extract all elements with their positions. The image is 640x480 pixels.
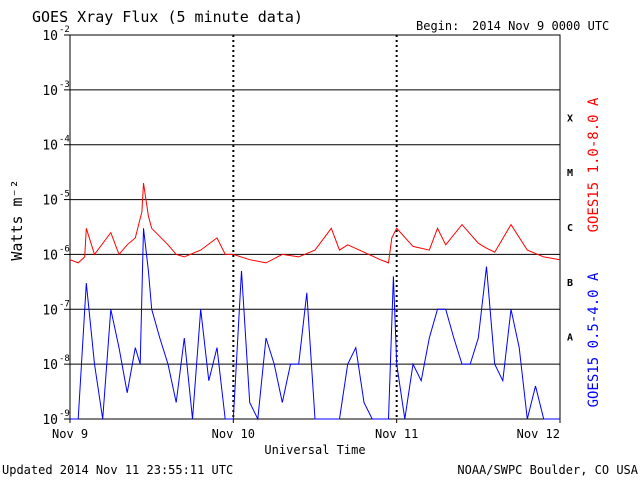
flare-class-labels: A B C M X — [567, 113, 573, 343]
y-tick-label: 10 — [42, 139, 58, 154]
flare-class-label: B — [567, 278, 573, 289]
x-tick-label: Nov 12 — [517, 427, 560, 441]
flare-class-label: C — [567, 223, 573, 234]
y-tick-exponent: -6 — [59, 244, 70, 254]
day-separators — [232, 35, 398, 419]
x-tick-label: Nov 9 — [52, 427, 88, 441]
horizontal-grid — [70, 89, 560, 365]
flare-class-label: A — [567, 333, 573, 344]
y-tick-exponent: -2 — [59, 25, 70, 35]
x-axis-label: Universal Time — [264, 443, 365, 457]
flare-class-label: X — [567, 113, 573, 124]
y-tick-exponent: -8 — [59, 354, 70, 364]
legend-long-channel: GOES15 1.0-8.0 A — [586, 97, 602, 232]
flare-class-label: M — [567, 168, 573, 179]
begin-label: Begin: — [416, 19, 459, 33]
x-axis-ticks: Nov 9 Nov 10 Nov 11 Nov 12 — [52, 419, 561, 441]
y-tick-exponent: -5 — [59, 190, 70, 200]
y-tick-exponent: -9 — [59, 409, 70, 419]
y-axis-ticks: 10-910-810-710-610-510-410-310-2 — [42, 25, 70, 428]
y-tick-label: 10 — [42, 248, 58, 263]
x-tick-label: Nov 10 — [212, 427, 255, 441]
updated-timestamp: Updated 2014 Nov 11 23:55:11 UTC — [2, 463, 233, 477]
y-axis-label: Watts m⁻² — [8, 179, 26, 260]
y-tick-label: 10 — [42, 194, 58, 209]
y-tick-label: 10 — [42, 413, 58, 428]
y-tick-label: 10 — [42, 29, 58, 44]
legend-short-channel: GOES15 0.5-4.0 A — [586, 272, 602, 407]
plot-frame — [69, 34, 561, 420]
credit-text: NOAA/SWPC Boulder, CO USA — [457, 463, 638, 477]
y-tick-exponent: -7 — [59, 299, 70, 309]
series-layer — [69, 183, 561, 421]
y-tick-label: 10 — [42, 358, 58, 373]
y-tick-exponent: -3 — [59, 80, 70, 90]
begin-value: 2014 Nov 9 0000 UTC — [472, 19, 609, 33]
series-line-long-channel — [69, 183, 561, 264]
y-tick-label: 10 — [42, 84, 58, 99]
y-tick-exponent: -4 — [59, 135, 70, 145]
series-line-short-channel — [70, 228, 560, 421]
x-tick-label: Nov 11 — [375, 427, 418, 441]
y-tick-label: 10 — [42, 303, 58, 318]
chart-title: GOES Xray Flux (5 minute data) — [32, 8, 303, 26]
